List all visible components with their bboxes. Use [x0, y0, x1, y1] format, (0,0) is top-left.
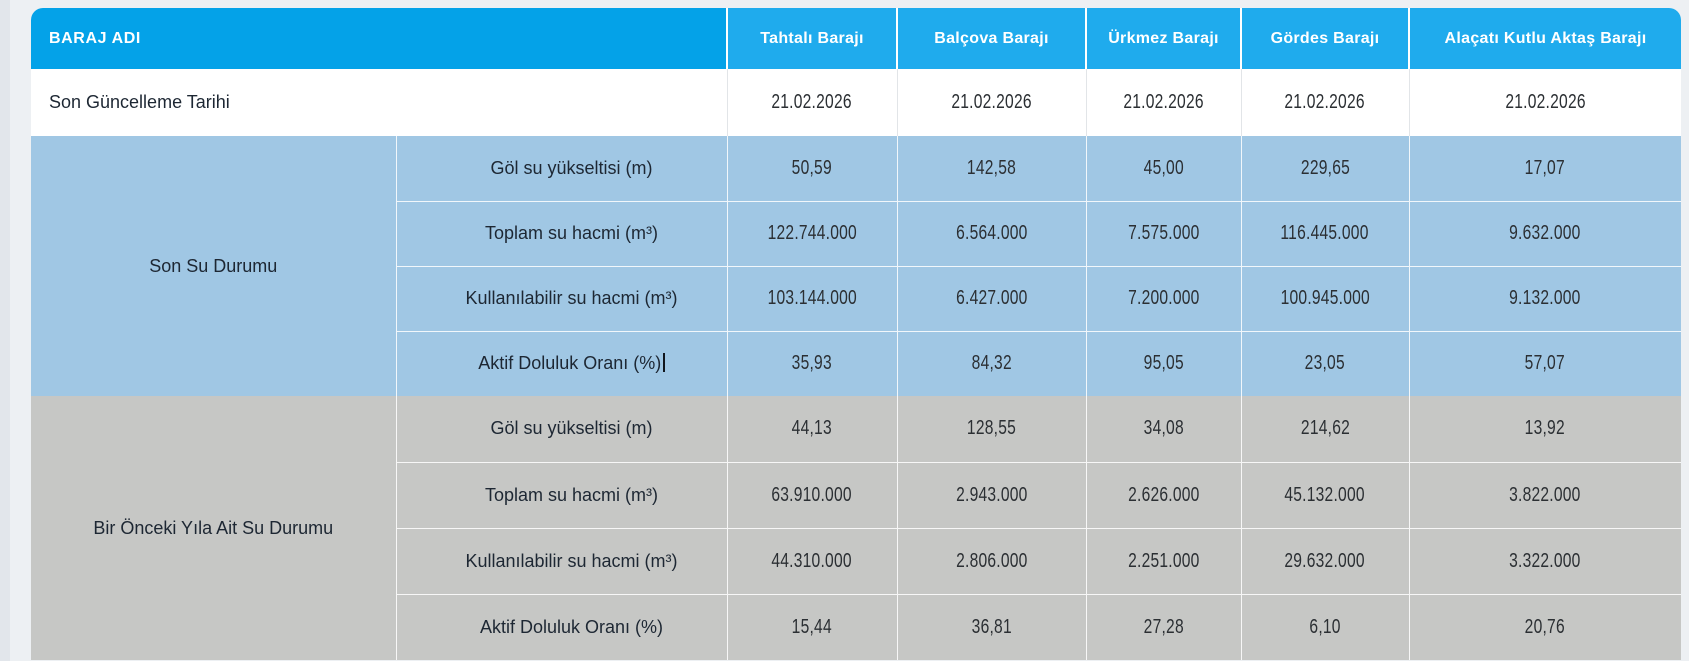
value-cell: 2.251.000	[1085, 527, 1241, 594]
page-edge-strip	[0, 0, 10, 661]
value-cell: 103.144.000	[726, 265, 897, 331]
value-cell: 36,81	[896, 593, 1086, 660]
column-header-alacati: Alaçatı Kutlu Aktaş Barajı	[1408, 8, 1681, 69]
value-cell: 35,93	[726, 330, 897, 396]
value-cell: 44,13	[726, 396, 897, 462]
value-cell: 6.427.000	[896, 265, 1086, 331]
value-cell: 50,59	[726, 136, 897, 201]
value-cell: 128,55	[896, 396, 1086, 462]
last-update-label: Son Güncelleme Tarihi	[49, 92, 230, 112]
value-cell: 17,07	[1408, 136, 1681, 201]
metric-label-with-caret[interactable]: Aktif Doluluk Oranı (%)	[395, 330, 727, 396]
last-update-value: 21.02.2026	[726, 69, 897, 136]
metric-label: Toplam su hacmi (m³)	[395, 461, 727, 528]
value-cell: 45.132.000	[1240, 461, 1409, 528]
table-row: Bir Önceki Yıla Ait Su Durumu Göl su yük…	[31, 396, 1681, 660]
value-cell: 15,44	[726, 593, 897, 660]
value-cell: 7.200.000	[1085, 265, 1241, 331]
header-row: BARAJ ADI Tahtalı Barajı Balçova Barajı …	[31, 8, 1681, 69]
value-cell: 44.310.000	[726, 527, 897, 594]
value-cell: 100.945.000	[1240, 265, 1409, 331]
value-cell: 2.626.000	[1085, 461, 1241, 528]
column-header-dam-name: BARAJ ADI	[31, 8, 727, 69]
last-update-value: 21.02.2026	[1240, 69, 1409, 136]
last-update-value: 21.02.2026	[1408, 69, 1681, 136]
metric-label: Aktif Doluluk Oranı (%)	[395, 593, 727, 660]
value-cell: 27,28	[1085, 593, 1241, 660]
table-row: Son Su Durumu Göl su yükseltisi (m) 50,5…	[31, 136, 1681, 396]
value-cell: 7.575.000	[1085, 200, 1241, 266]
value-cell: 3.822.000	[1408, 461, 1681, 528]
column-header-urkmez: Ürkmez Barajı	[1085, 8, 1241, 69]
value-cell: 63.910.000	[726, 461, 897, 528]
value-cell: 57,07	[1408, 330, 1681, 396]
column-header-balcova: Balçova Barajı	[896, 8, 1086, 69]
column-header-tahtali: Tahtalı Barajı	[726, 8, 897, 69]
value-cell: 229,65	[1240, 136, 1409, 201]
value-cell: 34,08	[1085, 396, 1241, 462]
table-row: Toplam su hacmi (m³) 63.910.000 2.943.00…	[31, 461, 1681, 528]
value-cell: 9.132.000	[1408, 265, 1681, 331]
value-cell: 20,76	[1408, 593, 1681, 660]
table-row: Kullanılabilir su hacmi (m³) 44.310.000 …	[31, 527, 1681, 594]
last-update-row: Son Güncelleme Tarihi 21.02.2026 21.02.2…	[31, 69, 1681, 136]
table-row: Kullanılabilir su hacmi (m³) 103.144.000…	[31, 265, 1681, 331]
value-cell: 122.744.000	[726, 200, 897, 266]
value-cell: 95,05	[1085, 330, 1241, 396]
value-cell: 45,00	[1085, 136, 1241, 201]
value-cell: 23,05	[1240, 330, 1409, 396]
table-row: Aktif Doluluk Oranı (%) 35,93 84,32 95,0…	[31, 330, 1681, 396]
value-cell: 116.445.000	[1240, 200, 1409, 266]
value-cell: 142,58	[896, 136, 1086, 201]
value-cell: 29.632.000	[1240, 527, 1409, 594]
column-header-gordes: Gördes Barajı	[1240, 8, 1409, 69]
value-cell: 2.943.000	[896, 461, 1086, 528]
metric-label: Kullanılabilir su hacmi (m³)	[395, 265, 727, 331]
table-row: Aktif Doluluk Oranı (%) 15,44 36,81 27,2…	[31, 593, 1681, 660]
dam-table: BARAJ ADI Tahtalı Barajı Balçova Barajı …	[31, 8, 1681, 660]
last-update-value: 21.02.2026	[1085, 69, 1241, 136]
section-title-current-status: Son Su Durumu	[31, 136, 396, 396]
value-cell: 6,10	[1240, 593, 1409, 660]
dam-status-table: BARAJ ADI Tahtalı Barajı Balçova Barajı …	[31, 8, 1681, 660]
section-title-previous-year: Bir Önceki Yıla Ait Su Durumu	[31, 396, 396, 660]
metric-label: Kullanılabilir su hacmi (m³)	[395, 527, 727, 594]
last-update-value: 21.02.2026	[896, 69, 1086, 136]
value-cell: 13,92	[1408, 396, 1681, 462]
metric-label: Göl su yükseltisi (m)	[395, 396, 727, 462]
value-cell: 6.564.000	[896, 200, 1086, 266]
value-cell: 84,32	[896, 330, 1086, 396]
value-cell: 2.806.000	[896, 527, 1086, 594]
value-cell: 9.632.000	[1408, 200, 1681, 266]
text-caret	[663, 353, 665, 373]
metric-label: Toplam su hacmi (m³)	[395, 200, 727, 266]
value-cell: 214,62	[1240, 396, 1409, 462]
value-cell: 3.322.000	[1408, 527, 1681, 594]
metric-label: Göl su yükseltisi (m)	[395, 136, 727, 201]
table-row: Toplam su hacmi (m³) 122.744.000 6.564.0…	[31, 200, 1681, 266]
